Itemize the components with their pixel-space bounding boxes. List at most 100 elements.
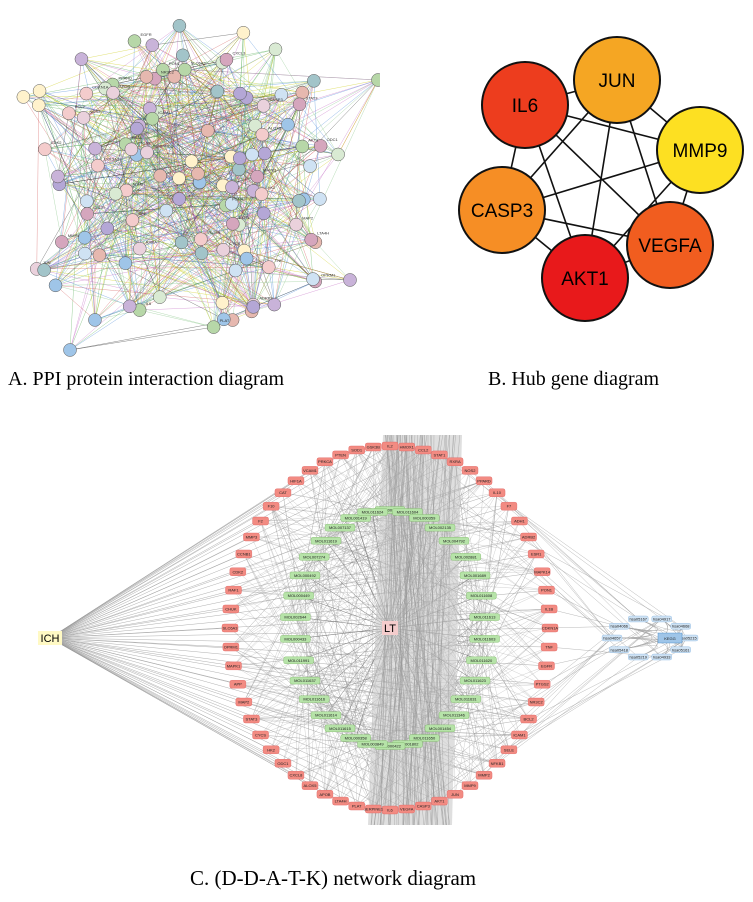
ppi-node-label: PTGS2 [137,140,151,145]
drug-node-label: LT [384,623,396,635]
target-node-label: IL2 [387,444,393,449]
ppi-node [289,217,303,232]
hub-node-label: IL6 [512,96,538,117]
ppi-node [167,70,182,84]
target-node-label: TNF [545,645,553,650]
ppi-node [100,221,115,236]
compound-node-label: MOL011619 [315,538,337,543]
compound-node-label: MOL000433 [284,636,307,641]
compound-node: MOL011615 [324,724,356,732]
ppi-node-label: STAT3 [306,95,319,100]
ppi-node-label: APOB [119,84,130,89]
target-node: CAT [274,488,292,497]
ppi-node [48,278,63,293]
compound-node: MOL011346 [438,711,470,719]
target-node-label: ICAM1 [513,732,526,737]
pathway-node: hsa05219 [628,653,649,661]
ppi-node [178,62,192,77]
compound-node: MOL000449 [283,592,314,600]
target-node: PLAT [348,801,365,811]
target-node-label: STAT3 [246,717,259,722]
target-node-label: CDK2 [232,569,243,574]
hub-node-label: CASP3 [471,201,533,222]
ppi-node-label: BCL2 [75,104,86,109]
target-node: JUN [446,790,464,799]
ppi-node [159,203,174,218]
ppi-node [313,139,328,153]
target-node: CXCL8 [287,771,305,780]
target-node: CHUK [222,604,240,614]
compound-node: MOL011631 [450,695,481,703]
target-node-label: ADRB2 [522,535,536,540]
ppi-node-label: PON1 [169,61,181,66]
compound-node-label: MOL000449 [288,593,311,598]
ppi-node-label: SLC6A3 [191,61,207,66]
hub-node-akt1: AKT1 [541,234,629,322]
compound-node: MOL011637 [289,676,321,685]
ppi-node [303,159,317,173]
ppi-node [80,194,94,209]
target-node-label: PLAT [352,804,362,809]
compound-node: MOL011614 [310,711,342,719]
target-node: MMP2 [475,771,493,780]
ppi-node [250,169,264,184]
ppi-node [210,84,225,99]
ppi-node [281,117,295,132]
target-node-label: IL10 [493,490,502,495]
ppi-node [239,251,254,266]
ppi-node [153,168,167,183]
ppi-node-label: EGFR [140,32,151,37]
ppi-node [140,145,154,160]
compound-node: MOL011604 [392,508,423,516]
ppi-node-label: APP [138,211,146,216]
target-node-label: F7 [507,504,512,509]
compound-node-label: MOL011624 [362,510,384,515]
target-node: GSK3B [365,442,382,452]
ppi-node [191,166,205,181]
target-node-label: ESR1 [531,551,542,556]
ppi-node-label: NR3C2 [161,70,175,75]
ppi-node [106,86,120,100]
ppi-node [257,206,271,221]
target-node-label: HMOX1 [400,444,415,449]
ppi-node-label: AKT1 [308,137,319,142]
ppi-node [38,142,52,156]
ppi-node [79,86,94,101]
ppi-network-graph: PPARD HK2 RXRA OPRM1 PONA BCL2 ADRB2 NR3C2 SLC6A… [16,19,380,357]
ppi-node [80,207,94,221]
ppi-node [313,192,327,206]
target-node: VCAM1 [301,466,319,475]
ppi-node-label: HK2 [268,185,277,190]
hub-gene-panel: JUN MMP9 VEGFA AKT1 CASP3 IL6 [420,0,753,400]
pathway-node: hsa05161 [670,646,691,653]
target-node-label: CXCL8 [290,773,304,778]
ppi-node [304,232,318,247]
target-node-label: EGFR [541,663,552,668]
compound-node-label: MOL002135 [429,525,452,530]
target-node: CCNB1 [235,549,253,559]
target-node-label: MAPK14 [534,569,551,574]
ppi-node [258,146,272,161]
ppi-node-label: ODC1 [327,137,339,142]
target-node: MAPK1 [225,661,242,671]
ppi-node [225,180,239,194]
ppi-node-label: RXRA [146,240,157,245]
ppi-node-label: TNF [275,258,283,263]
compound-node-label: MOL001802 [396,741,419,746]
ppi-node-label: SERPINE1 [153,143,174,148]
target-node: ADH1 [511,516,528,526]
ppi-node [172,192,186,206]
pathway-node-label: hsa05219 [629,655,647,660]
target-node: IL10 [488,488,506,497]
ppi-node [232,151,247,165]
ppi-node [255,127,270,142]
pathway-node: hsa05418 [609,646,630,653]
ppi-node [91,158,105,173]
ppi-node [130,121,144,136]
target-node-label: SERPINE1 [363,807,384,812]
hub-node-vegfa: VEGFA [626,201,714,289]
compound-node-label: MOL001942 [379,508,402,513]
